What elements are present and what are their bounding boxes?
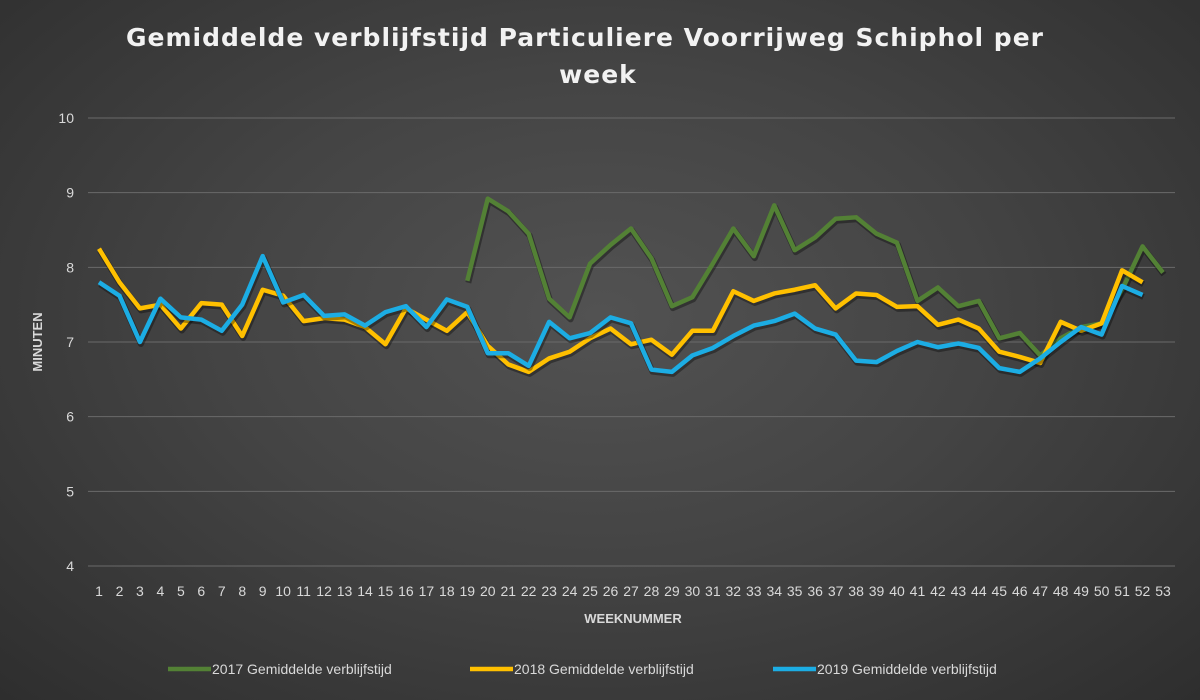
- x-tick-label: 39: [869, 583, 885, 599]
- y-tick-label: 9: [66, 185, 74, 201]
- x-tick-label: 29: [664, 583, 680, 599]
- x-tick-label: 13: [337, 583, 353, 599]
- x-tick-label: 23: [541, 583, 557, 599]
- x-tick-label: 30: [685, 583, 701, 599]
- x-tick-label: 46: [1012, 583, 1028, 599]
- x-tick-label: 26: [603, 583, 619, 599]
- series-lines: [97, 196, 1167, 377]
- x-tick-label: 40: [889, 583, 905, 599]
- x-axis-ticks: 1 2 3 4 5 6 7 8 9 10 11 12 13 14 15 16 17 18 19 20 21 22 23 24 2…: [95, 583, 1171, 599]
- x-tick-label: 41: [910, 583, 926, 599]
- x-tick-label: 12: [316, 583, 332, 599]
- x-tick-label: 35: [787, 583, 803, 599]
- x-tick-label: 53: [1155, 583, 1171, 599]
- x-tick-label: 18: [439, 583, 455, 599]
- x-tick-label: 19: [460, 583, 476, 599]
- x-tick-label: 52: [1135, 583, 1151, 599]
- x-tick-label: 37: [828, 583, 844, 599]
- x-tick-label: 20: [480, 583, 496, 599]
- y-axis-label: MINUTEN: [30, 312, 45, 371]
- x-tick-label: 42: [930, 583, 946, 599]
- x-axis-label: WEEKNUMMER: [584, 611, 682, 626]
- x-tick-label: 7: [218, 583, 226, 599]
- y-tick-label: 4: [66, 558, 74, 574]
- x-tick-label: 45: [992, 583, 1008, 599]
- x-tick-label: 11: [296, 583, 311, 599]
- x-tick-label: 24: [562, 583, 578, 599]
- chart-title-line-1: Gemiddelde verblijfstijd Particuliere Vo…: [126, 23, 1044, 52]
- y-tick-label: 5: [66, 483, 74, 499]
- x-tick-label: 50: [1094, 583, 1110, 599]
- x-tick-label: 16: [398, 583, 414, 599]
- series-line-2018: [97, 247, 1144, 375]
- x-tick-label: 15: [378, 583, 394, 599]
- legend: 2017 Gemiddelde verblijfstijd 2018 Gemidd…: [168, 661, 997, 677]
- y-tick-label: 6: [66, 409, 74, 425]
- x-tick-label: 5: [177, 583, 185, 599]
- x-tick-label: 8: [238, 583, 246, 599]
- x-tick-label: 21: [500, 583, 516, 599]
- x-tick-label: 3: [136, 583, 144, 599]
- x-tick-label: 49: [1073, 583, 1089, 599]
- x-tick-label: 25: [582, 583, 598, 599]
- y-tick-label: 10: [58, 110, 74, 126]
- x-tick-label: 38: [848, 583, 864, 599]
- x-tick-label: 31: [705, 583, 721, 599]
- x-tick-label: 4: [156, 583, 164, 599]
- legend-label: 2018 Gemiddelde verblijfstijd: [514, 661, 694, 677]
- x-tick-label: 17: [419, 583, 435, 599]
- x-tick-label: 6: [197, 583, 205, 599]
- x-tick-label: 47: [1032, 583, 1048, 599]
- x-tick-label: 48: [1053, 583, 1069, 599]
- x-tick-label: 32: [726, 583, 742, 599]
- x-tick-label: 44: [971, 583, 987, 599]
- legend-label: 2017 Gemiddelde verblijfstijd: [212, 661, 392, 677]
- chart-title-line-2: week: [559, 60, 637, 89]
- x-tick-label: 27: [623, 583, 639, 599]
- x-tick-label: 2: [116, 583, 124, 599]
- x-tick-label: 14: [357, 583, 373, 599]
- x-tick-label: 51: [1114, 583, 1130, 599]
- x-tick-label: 1: [95, 583, 103, 599]
- x-tick-label: 28: [644, 583, 660, 599]
- series-line-2019: [97, 253, 1144, 375]
- y-axis-ticks: 4 5 6 7 8 9 10: [58, 110, 74, 574]
- x-tick-label: 33: [746, 583, 762, 599]
- x-tick-label: 34: [766, 583, 782, 599]
- x-tick-label: 22: [521, 583, 537, 599]
- y-tick-label: 7: [66, 334, 74, 350]
- x-tick-label: 43: [951, 583, 967, 599]
- legend-label: 2019 Gemiddelde verblijfstijd: [817, 661, 997, 677]
- y-tick-label: 8: [66, 259, 74, 275]
- x-tick-label: 9: [259, 583, 267, 599]
- x-tick-label: 36: [807, 583, 823, 599]
- x-tick-label: 10: [275, 583, 291, 599]
